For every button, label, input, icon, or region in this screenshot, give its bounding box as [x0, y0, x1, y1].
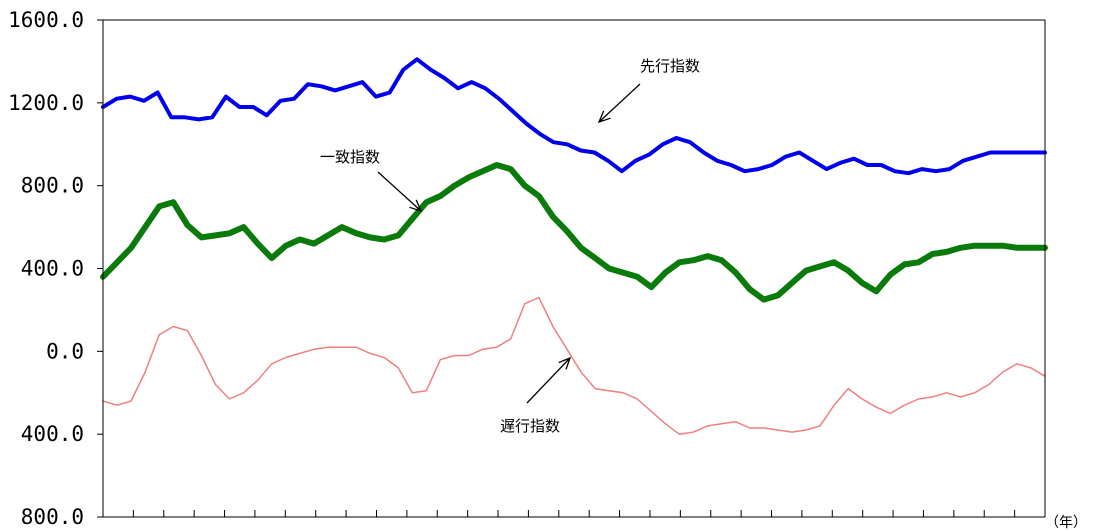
annotation-coincident-index: 一致指数: [320, 148, 380, 166]
series-line-1: [100, 162, 1048, 303]
y-tick-label: 800.0: [21, 174, 84, 198]
annotation-lagging-index: 遅行指数: [500, 417, 560, 435]
annotation-arrow-leading: [597, 83, 641, 124]
annotation-arrow-lagging: [526, 356, 572, 404]
y-tick-label: 1200.0: [8, 91, 84, 115]
y-tick-label: 0.0: [46, 339, 84, 363]
series-line-0: [101, 57, 1047, 176]
y-tick-label: 400.0: [21, 257, 84, 281]
y-tick-label: 400.0: [21, 422, 84, 446]
x-axis-unit-label: （年）: [1045, 515, 1087, 531]
annotation-arrow-coincident: [377, 171, 423, 213]
series-line-2: [102, 296, 1046, 435]
y-tick-label: 800.0: [21, 505, 84, 529]
y-tick-label: 1600.0: [8, 8, 84, 32]
annotation-leading-index: 先行指数: [640, 57, 700, 75]
